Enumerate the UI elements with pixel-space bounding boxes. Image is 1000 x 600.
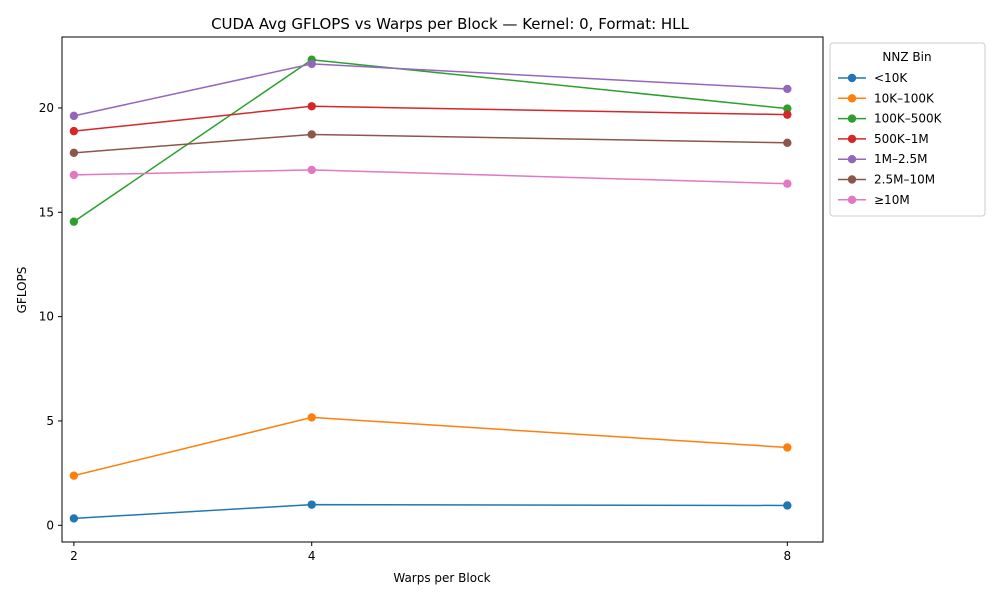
legend-marker xyxy=(847,175,857,184)
series xyxy=(69,500,792,523)
legend: NNZ Bin <10K 10K–100K 100K–500K 500K–1M 1M–2… xyxy=(829,42,986,217)
data-point xyxy=(69,217,79,226)
legend-marker xyxy=(847,155,857,164)
legend-marker xyxy=(847,94,857,103)
y-axis: 0 5 10 15 20 xyxy=(39,101,62,532)
plot-area-frame xyxy=(61,36,824,543)
legend-item: 500K–1M xyxy=(838,132,929,146)
data-point xyxy=(783,84,792,94)
series-layer xyxy=(69,55,792,523)
data-point xyxy=(307,102,316,111)
series xyxy=(69,413,792,480)
series-line xyxy=(73,133,788,154)
legend-label: ≥10M xyxy=(874,193,910,207)
data-point xyxy=(69,471,79,480)
x-tick-label: 2 xyxy=(70,549,78,563)
legend-title: NNZ Bin xyxy=(882,50,931,64)
chart-title: CUDA Avg GFLOPS vs Warps per Block — Ker… xyxy=(211,15,689,33)
data-point xyxy=(307,59,316,69)
legend-item: <10K xyxy=(838,71,908,85)
series-line xyxy=(73,169,788,185)
legend-label: 500K–1M xyxy=(874,132,929,146)
data-point xyxy=(307,500,316,509)
y-tick-label: 15 xyxy=(39,205,54,219)
legend-label: 100K–500K xyxy=(874,112,943,126)
y-tick-label: 0 xyxy=(46,518,54,532)
data-point xyxy=(783,110,792,119)
legend-label: 1M–2.5M xyxy=(874,152,927,166)
data-point xyxy=(307,130,316,139)
y-axis-label: GFLOPS xyxy=(15,267,29,314)
data-point xyxy=(69,126,79,136)
legend-marker xyxy=(847,73,857,83)
legend-item: 2.5M–10M xyxy=(838,173,935,187)
series-line xyxy=(73,503,788,520)
data-point xyxy=(307,165,316,175)
data-point xyxy=(69,148,79,158)
y-tick-label: 5 xyxy=(46,414,54,428)
legend-label: 10K–100K xyxy=(874,91,935,105)
legend-marker xyxy=(847,114,857,123)
data-point xyxy=(783,138,792,147)
data-point xyxy=(307,413,316,422)
legend-frame xyxy=(829,42,986,217)
series xyxy=(69,102,792,136)
data-point xyxy=(783,179,792,188)
legend-item: ≥10M xyxy=(838,193,910,207)
legend-label: 2.5M–10M xyxy=(874,173,935,187)
legend-marker xyxy=(847,195,857,204)
legend-item: 1M–2.5M xyxy=(838,152,927,166)
x-axis-label: Warps per Block xyxy=(393,571,490,585)
series xyxy=(69,130,792,158)
x-axis: 2 4 8 xyxy=(70,542,791,563)
series-line xyxy=(73,416,788,477)
data-point xyxy=(69,514,79,523)
data-point xyxy=(69,170,79,180)
series-line xyxy=(73,105,788,132)
y-tick-label: 20 xyxy=(39,101,54,115)
legend-marker xyxy=(847,134,857,144)
x-tick-label: 4 xyxy=(308,549,316,563)
data-point xyxy=(783,501,792,510)
legend-item: 100K–500K xyxy=(838,112,943,126)
legend-label: <10K xyxy=(874,71,908,85)
data-point xyxy=(783,443,792,452)
legend-item: 10K–100K xyxy=(838,91,935,105)
series xyxy=(69,165,792,188)
series xyxy=(69,59,792,121)
x-tick-label: 8 xyxy=(784,549,792,563)
data-point xyxy=(783,104,792,113)
legend-items: <10K 10K–100K 100K–500K 500K–1M 1M–2.5M 2.5M–… xyxy=(838,71,943,207)
y-tick-label: 10 xyxy=(39,310,54,324)
data-point xyxy=(69,111,79,121)
